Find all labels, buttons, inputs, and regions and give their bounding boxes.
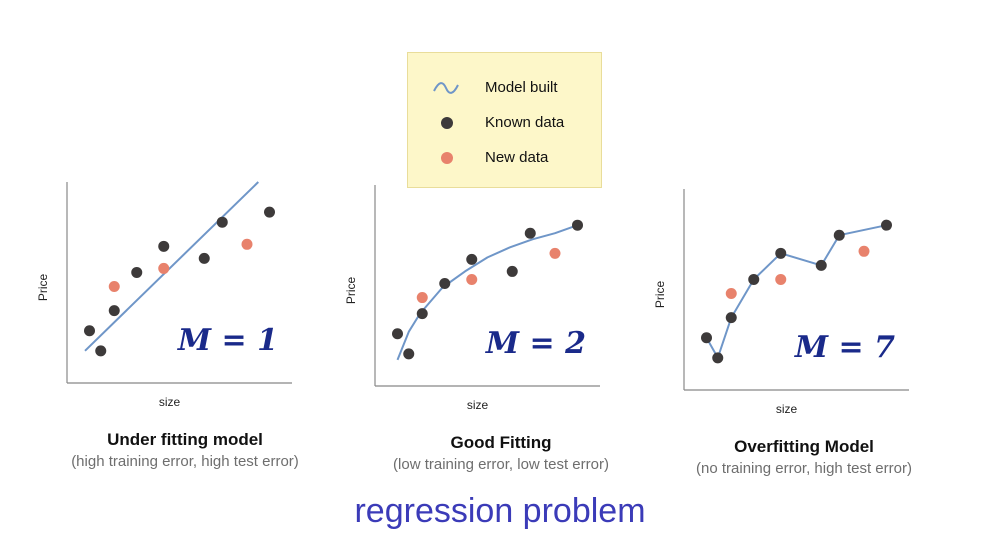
known-data-point — [392, 328, 403, 340]
known-data-point — [108, 305, 120, 317]
known-data-point — [84, 325, 95, 337]
known-data-point — [815, 259, 827, 271]
new-data-point — [416, 292, 428, 304]
known-data-point — [572, 219, 583, 231]
new-data-point — [158, 262, 170, 274]
legend-label: New data — [485, 149, 549, 166]
y-axis-label: Price — [653, 281, 667, 309]
legend-item-model-built: Model built — [408, 77, 603, 99]
known-data-point — [725, 312, 737, 324]
new-data-point — [108, 281, 120, 293]
known-data-point — [403, 348, 415, 360]
chart-subtitle: (low training error, low test error) — [393, 456, 609, 473]
known-data-point — [712, 352, 724, 364]
chart-subtitle: (high training error, high test error) — [71, 453, 299, 470]
known-data-point — [748, 273, 760, 285]
chart-subtitle: (no training error, high test error) — [696, 460, 912, 477]
legend-label: Model built — [485, 79, 558, 96]
known-data-point — [506, 265, 518, 277]
known-data-point — [466, 253, 478, 265]
new-data-dot-icon — [432, 147, 460, 169]
model-order-label: M = 1 — [177, 323, 278, 358]
legend-item-known-data: Known data — [408, 112, 603, 134]
model-curve — [396, 224, 578, 361]
new-data-point — [549, 247, 561, 259]
legend: Model built Known data New data — [407, 52, 602, 188]
new-data-point — [725, 288, 737, 300]
y-axis-label: Price — [36, 274, 50, 302]
chart-title: Under fitting model — [107, 430, 263, 449]
known-data-point — [131, 266, 143, 278]
known-data-point — [158, 240, 170, 252]
model-curve — [84, 181, 259, 352]
wave-icon — [433, 82, 459, 94]
x-axis-label: size — [467, 398, 489, 412]
chart-panel: size Price M = 1 — [36, 181, 292, 409]
model-curve — [705, 224, 887, 359]
model-order-label: M = 7 — [794, 330, 895, 365]
chart-panel: size Price M = 2 — [344, 185, 600, 412]
legend-item-new-data: New data — [408, 147, 603, 169]
known-data-point — [264, 206, 275, 218]
known-data-point — [198, 252, 210, 264]
legend-label: Known data — [485, 114, 565, 131]
known-data-point — [701, 332, 712, 344]
known-data-point — [416, 308, 428, 320]
known-data-point — [881, 219, 892, 231]
known-data-point — [524, 227, 536, 239]
x-axis-label: size — [776, 402, 798, 416]
chart-panel: size Price M = 7 — [653, 189, 909, 416]
chart-title: Good Fitting — [450, 433, 552, 452]
chart-title: Overfitting Model — [734, 437, 874, 456]
y-axis-label: Price — [344, 277, 358, 305]
new-data-point — [775, 273, 787, 285]
new-data-point — [466, 273, 478, 285]
known-data-point — [439, 277, 451, 289]
known-data-point — [833, 229, 845, 241]
x-axis-label: size — [159, 395, 181, 409]
figure-footer-title: regression problem — [354, 492, 646, 530]
known-data-point — [216, 216, 228, 228]
known-data-point — [775, 247, 787, 259]
known-data-dot-icon — [432, 112, 460, 134]
known-data-point — [95, 345, 107, 357]
new-data-point — [241, 238, 253, 250]
model-order-label: M = 2 — [485, 326, 586, 361]
new-data-point — [858, 245, 870, 257]
